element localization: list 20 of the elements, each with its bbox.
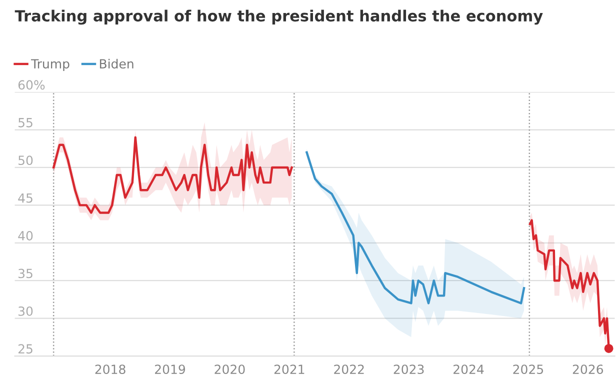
x-tick-label: 2024 xyxy=(454,364,484,374)
y-tick-label: 45 xyxy=(18,193,32,203)
x-tick-label: 2019 xyxy=(155,364,186,374)
y-tick-label: 60% xyxy=(18,80,45,90)
x-tick-label: 2020 xyxy=(214,364,245,374)
y-tick-label: 30 xyxy=(18,306,33,316)
x-tick-label: 2022 xyxy=(334,364,364,374)
y-tick-label: 50 xyxy=(18,156,33,166)
legend-label: Biden xyxy=(100,58,134,69)
y-tick-label: 55 xyxy=(18,118,32,128)
x-tick-label: 2018 xyxy=(95,364,126,374)
y-tick-label: 35 xyxy=(18,268,32,278)
y-tick-label: 25 xyxy=(18,344,32,354)
legend-label: Trump xyxy=(30,59,70,71)
x-tick-label: 2025 xyxy=(513,364,544,374)
y-tick-label: 40 xyxy=(18,231,33,240)
chart-title: Tracking approval of how the president handles the economy xyxy=(14,10,543,25)
x-tick-label: 2021 xyxy=(274,364,304,374)
x-tick-label: 2023 xyxy=(394,364,424,374)
x-tick-label: 2026 xyxy=(572,364,604,374)
